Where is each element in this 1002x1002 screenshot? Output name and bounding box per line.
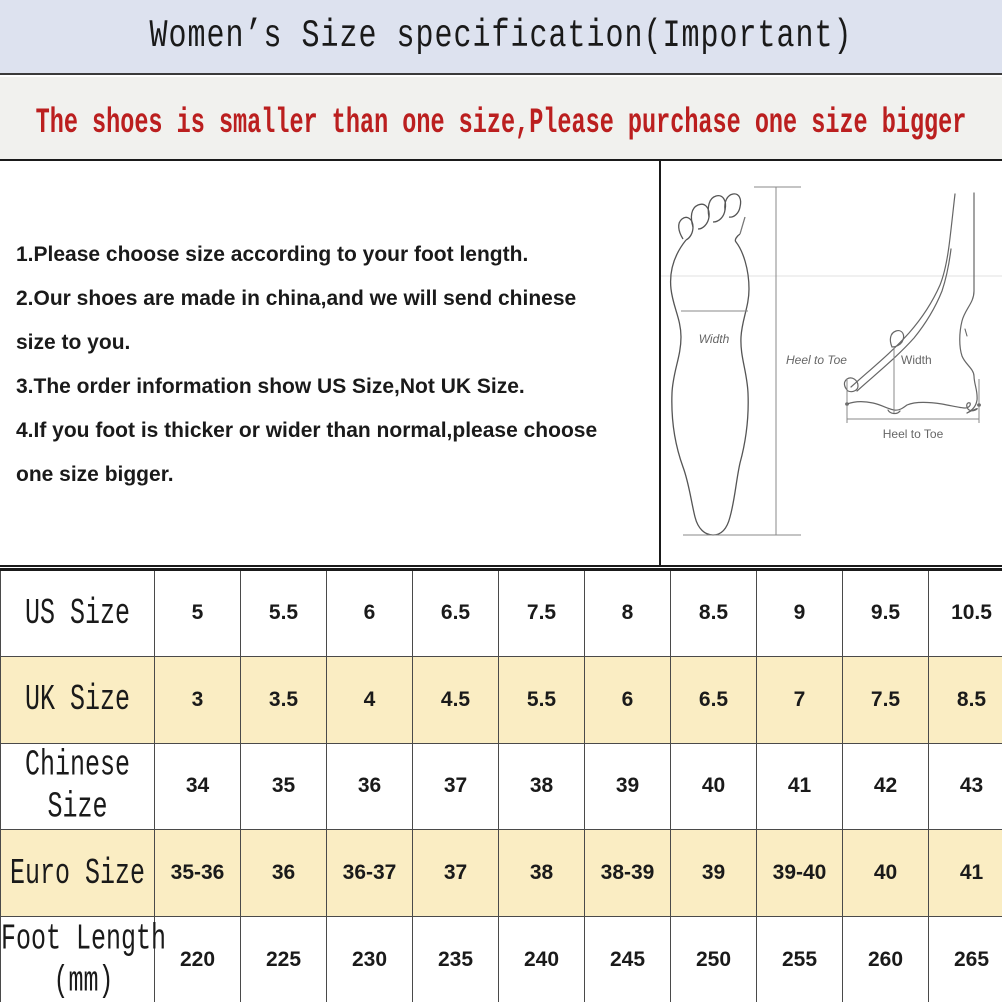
svg-text:Heel to Toe: Heel to Toe <box>883 427 944 441</box>
svg-text:Width: Width <box>901 353 932 367</box>
svg-text:Width: Width <box>699 332 730 346</box>
svg-text:Heel to Toe: Heel to Toe <box>786 353 847 367</box>
